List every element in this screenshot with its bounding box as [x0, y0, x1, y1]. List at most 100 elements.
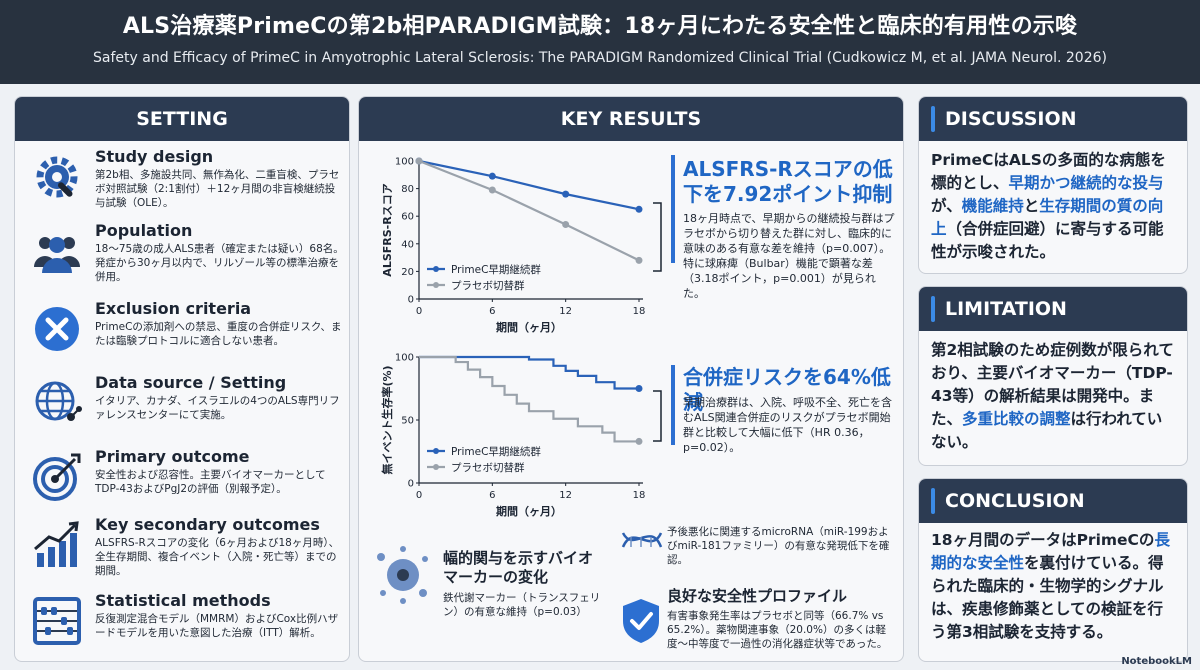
discussion-panel: DISCUSSION PrimeCはALSの多面的な病態を標的とし、早期かつ継続…: [918, 96, 1188, 274]
y-tick-label: 80: [401, 184, 414, 195]
conclusion-part: 18ヶ月間のデータはPrimeCの: [931, 531, 1155, 549]
x-tick-label: 12: [559, 490, 572, 501]
x-tick-label: 12: [559, 306, 572, 317]
setting-panel: SETTING Study design 第2b相、多施設共同、無作為化、二重盲…: [14, 96, 350, 662]
people-icon: [34, 237, 80, 273]
dna-icon: [621, 532, 663, 548]
globe-network-icon: [35, 381, 82, 421]
discussion-part: と: [1023, 197, 1040, 215]
y-tick-label: 0: [408, 479, 414, 490]
discussion-part: が、: [931, 197, 962, 215]
result1-accent: [671, 155, 681, 263]
limitation-panel: LIMITATION 第2相試験のため症例数が限られており、主要バイオマーカー（…: [918, 286, 1188, 466]
trend-chart-icon: [34, 521, 79, 567]
legend-marker: [433, 282, 439, 288]
y-tick-label: 50: [401, 416, 414, 427]
setting-item-title: Statistical methods: [95, 591, 271, 610]
legend-label: プラセボ切替群: [451, 461, 525, 474]
setting-item-title: Key secondary outcomes: [95, 515, 320, 534]
setting-item-text: 安全性および忍容性。主要バイオマーカーとしてTDP-43およびPgJ2の評価（別…: [95, 469, 326, 495]
data-point: [635, 437, 643, 445]
biomarker-title: 幅的関与を示すバイオマーカーの変化: [443, 549, 594, 586]
x-tick-label: 18: [633, 306, 646, 317]
safety-text: 有害事象発生率はプラセボと同等（66.7% vs 65.2%）。薬物関連事象（2…: [667, 610, 888, 650]
setting-item-text: 反復測定混合モデル（MMRM）およびCox比例ハザードモデルを用いた意図した治療…: [95, 613, 339, 639]
setting-item-text: PrimeCの添加剤への禁忌、重度の合併症リスク、または臨験プロトコルに適合しな…: [95, 321, 342, 347]
legend-label: PrimeC早期継続群: [451, 263, 541, 276]
result1-headline: ALSFRS-Rスコアの低下を7.92ポイント抑制: [683, 157, 893, 206]
key-results-panel: KEY RESULTS 0 20 40 60 80 100 0 6 12 18 期間（ヶ月） ALSF…: [358, 96, 904, 662]
setting-item-text: イタリア、カナダ、イスラエルの4つのALS専門リファレンスセンターにて実施。: [95, 395, 340, 421]
legend-label: PrimeC早期継続群: [451, 445, 541, 458]
series-line: [419, 355, 639, 390]
data-point: [635, 256, 643, 264]
discussion-highlight: 生存期間の質の向上: [931, 197, 1164, 238]
conclusion-part: を裏付けている。得られた臨床的・生物学的シグナルは、疾患修飾薬としての検証を行う…: [931, 554, 1164, 641]
safety-title: 良好な安全性プロファイル: [667, 587, 848, 605]
setting-item-title: Data source / Setting: [95, 373, 287, 392]
heading-accent: [931, 488, 935, 514]
setting-item-text: 18〜75歳の成人ALS患者（確定または疑い）68名。発症から30ヶ月以内で、リ…: [95, 243, 344, 283]
discussion-part: PrimeCはALSの多面的な病態を標的とし、: [931, 151, 1166, 192]
setting-item-text: 第2b相、多施設共同、無作為化、二重盲検、プラセボ対照試験（2:1割付）＋12ヶ…: [95, 169, 340, 209]
y-tick-label: 100: [395, 157, 414, 168]
setting-item-title: Exclusion criteria: [95, 299, 252, 318]
heading-accent: [931, 106, 935, 132]
setting-item-statistical-methods: Statistical methods 反復測定混合モデル（MMRM）およびCo…: [31, 591, 349, 661]
discussion-highlight: 早期かつ継続的な投与: [1008, 174, 1164, 192]
discussion-part: （合併症回避）に寄与する可能性が示唆された。: [931, 220, 1164, 261]
gear-wrench-icon: [36, 156, 78, 198]
abacus-icon: [33, 597, 81, 645]
shield-check-icon: [623, 599, 659, 643]
data-point: [635, 385, 643, 392]
page-subtitle: Safety and Efficacy of PrimeC in Amyotro…: [93, 50, 1107, 66]
cell-biomarker-icon: [377, 546, 428, 604]
header-bar: ALS治療薬PrimeCの第2b相PARADIGM試験：18ヶ月にわたる安全性と…: [0, 0, 1200, 84]
key-results-heading: KEY RESULTS: [359, 97, 903, 141]
data-point: [415, 157, 423, 165]
setting-item-population: Population 18〜75歳の成人ALS患者（確定または疑い）68名。発症…: [31, 221, 349, 293]
limitation-text: 第2相試験のため症例数が限られており、主要バイオマーカー（TDP-43等）の解析…: [931, 339, 1175, 454]
result1-bracket: [653, 202, 662, 272]
series-line: [418, 159, 640, 211]
legend-marker: [433, 464, 439, 470]
alsfrs-line-chart: 0 20 40 60 80 100 0 6 12 18 期間（ヶ月） ALSFRS-Rスコア Prime…: [381, 157, 646, 335]
x-tick-label: 0: [416, 490, 422, 501]
y-tick-label: 40: [401, 239, 414, 250]
setting-item-text: ALSFRS-Rスコアの変化（6ヶ月および18ヶ月時）、全生存期間、複合イベント…: [95, 537, 340, 577]
conclusion-text: 18ヶ月間のデータはPrimeCの長期的な安全性を裏付けている。得られた臨床的・…: [931, 529, 1175, 644]
y-tick-label: 20: [401, 267, 414, 278]
conclusion-heading-label: CONCLUSION: [945, 490, 1085, 512]
legend-marker: [433, 448, 439, 454]
result2-bracket: [653, 390, 662, 442]
result2-headline: 合併症リスクを64%低減: [683, 365, 891, 414]
limitation-highlight: 多重比較の調整: [962, 410, 1071, 428]
setting-item-secondary-outcomes: Key secondary outcomes ALSFRS-Rスコアの変化（6ヶ…: [31, 515, 349, 587]
setting-item-primary-outcome: Primary outcome 安全性および忍容性。主要バイオマーカーとしてTD…: [31, 447, 349, 519]
x-axis-label: 期間（ヶ月）: [496, 320, 562, 334]
x-tick-label: 18: [633, 490, 646, 501]
y-tick-label: 60: [401, 212, 414, 223]
data-point: [488, 172, 496, 180]
limitation-part: は行われていない。: [931, 410, 1163, 451]
event-free-survival-chart: 0 50 100 0 6 12 18 期間（ヶ月） 無イベント生存率(%) PrimeC早期継続群…: [380, 353, 646, 519]
setting-item-title: Study design: [95, 147, 214, 166]
x-tick-label: 6: [489, 490, 495, 501]
y-tick-label: 100: [395, 353, 414, 364]
result1-text: 18ヶ月時点で、早期からの継続投与群はプラセボから切り替えた群に対し、臨床的に意…: [683, 212, 895, 300]
data-point: [635, 205, 643, 213]
heading-accent: [931, 296, 935, 322]
conclusion-panel: CONCLUSION 18ヶ月間のデータはPrimeCの長期的な安全性を裏付けて…: [918, 478, 1188, 662]
y-tick-label: 0: [408, 295, 414, 306]
x-circle-icon: [35, 307, 79, 351]
legend-label: プラセボ切替群: [451, 279, 525, 292]
setting-heading: SETTING: [15, 97, 349, 141]
page-title: ALS治療薬PrimeCの第2b相PARADIGM試験：18ヶ月にわたる安全性と…: [122, 14, 1078, 39]
setting-item-exclusion: Exclusion criteria PrimeCの添加剤への禁忌、重度の合併症…: [31, 299, 349, 371]
x-axis-label: 期間（ヶ月）: [496, 504, 562, 518]
result2-text: 早期治療群は、入院、呼吸不全、死亡を含むALS関連合併症のリスクがプラセボ開始群…: [683, 396, 892, 454]
discussion-highlight: 機能維持: [961, 197, 1024, 215]
limitation-heading-label: LIMITATION: [945, 298, 1067, 320]
data-point: [562, 190, 570, 198]
setting-item-study-design: Study design 第2b相、多施設共同、無作為化、二重盲検、プラセボ対照…: [31, 147, 349, 219]
